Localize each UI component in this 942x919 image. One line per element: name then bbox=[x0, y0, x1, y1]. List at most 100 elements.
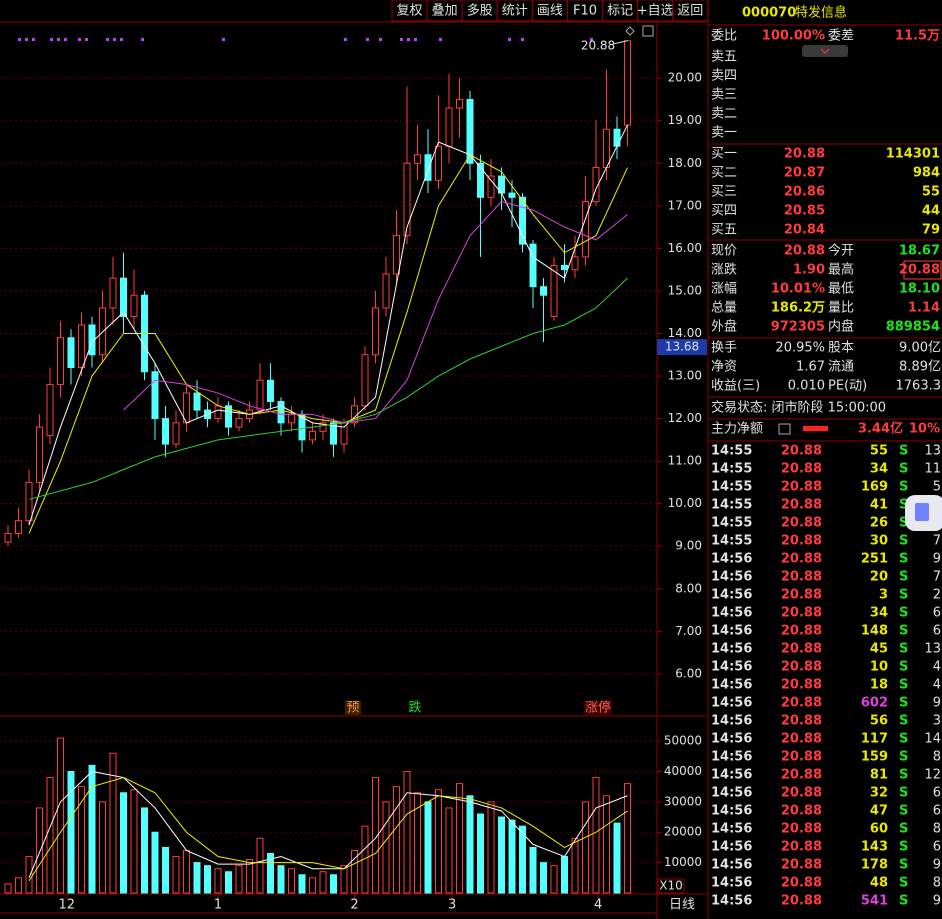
sell-label: 卖四 bbox=[711, 69, 737, 84]
tick-price: 20.88 bbox=[781, 804, 822, 819]
tick-side: S bbox=[899, 768, 908, 783]
tick-time: 14:56 bbox=[711, 606, 752, 621]
volume-bar bbox=[571, 837, 579, 894]
volume-bar bbox=[235, 865, 243, 894]
y-tick-label: 14.00 bbox=[668, 326, 702, 340]
tick-side: S bbox=[899, 858, 908, 873]
y-tick-label: 19.00 bbox=[668, 113, 702, 127]
candle-body bbox=[382, 273, 390, 309]
tick-side: S bbox=[899, 624, 908, 639]
volume-bar bbox=[25, 856, 33, 894]
volume-bar bbox=[256, 837, 264, 894]
tick-side: S bbox=[899, 462, 908, 477]
candle-body bbox=[277, 401, 285, 424]
x-tick-label: 4 bbox=[594, 898, 602, 913]
tick-side: S bbox=[899, 498, 908, 513]
candle-body bbox=[550, 264, 558, 317]
candle-body bbox=[309, 430, 316, 441]
volume-bar bbox=[193, 862, 201, 894]
tick-price: 20.88 bbox=[781, 534, 822, 549]
tick-count: 5 bbox=[933, 480, 941, 495]
volume-bar bbox=[57, 737, 64, 894]
signal-box bbox=[584, 701, 612, 715]
candle-body bbox=[477, 162, 484, 198]
tick-price: 20.88 bbox=[781, 570, 822, 585]
volume-bar bbox=[204, 865, 211, 894]
candle-body bbox=[340, 422, 348, 445]
tick-time: 14:55 bbox=[711, 444, 752, 459]
candle-body bbox=[519, 196, 526, 245]
icon[interactable] bbox=[778, 423, 791, 435]
tick-price: 20.88 bbox=[781, 516, 822, 531]
toolbar-label: F10 bbox=[573, 4, 597, 19]
volume-bar bbox=[445, 807, 453, 894]
tick-volume: 169 bbox=[861, 480, 888, 495]
tick-price: 20.88 bbox=[781, 858, 822, 873]
buy-price: 20.85 bbox=[784, 204, 825, 219]
tick-volume: 602 bbox=[861, 696, 888, 711]
tick-side: S bbox=[899, 606, 908, 621]
candle-body bbox=[582, 201, 589, 258]
tick-count: 9 bbox=[933, 858, 941, 873]
candle-body bbox=[529, 243, 537, 288]
candle-body bbox=[424, 154, 432, 181]
volume-bar bbox=[414, 792, 421, 894]
y-tick-label: 6.00 bbox=[675, 666, 702, 680]
net-bar bbox=[803, 426, 828, 431]
tick-count: 4 bbox=[933, 678, 941, 693]
volume-bar bbox=[540, 862, 547, 894]
candle-body bbox=[267, 379, 274, 403]
toolbar: 复权 叠加 多股 统计 画线 F10 标记 +自选 返回 bbox=[391, 0, 709, 22]
buy-price: 20.86 bbox=[784, 185, 825, 200]
volume-bar bbox=[456, 783, 463, 894]
candle-body bbox=[466, 98, 474, 164]
candle-body bbox=[15, 520, 22, 534]
y-tick-label: 15.00 bbox=[668, 283, 702, 297]
candle-body bbox=[4, 532, 12, 543]
stat-value: 10.01% bbox=[771, 282, 825, 297]
candle-body bbox=[540, 286, 547, 296]
candle-body bbox=[435, 145, 442, 181]
tick-side: S bbox=[899, 660, 908, 675]
volume-bar bbox=[477, 813, 484, 894]
tick-side: S bbox=[899, 840, 908, 855]
tick-price: 20.88 bbox=[781, 696, 822, 711]
candle-body bbox=[193, 392, 201, 411]
tick-count: 7 bbox=[933, 534, 941, 549]
tick-count: 11 bbox=[924, 462, 941, 477]
label: 主力净额 bbox=[711, 422, 763, 437]
stock-name: 特发信息 bbox=[795, 5, 847, 21]
fund-label: 股本 bbox=[828, 341, 854, 356]
multiplier-box bbox=[657, 878, 685, 894]
tick-volume: 20 bbox=[870, 570, 888, 585]
volume-bar bbox=[130, 789, 138, 894]
stat-label: 外盘 bbox=[711, 319, 737, 335]
volume-bar bbox=[529, 846, 537, 894]
tick-volume: 251 bbox=[861, 552, 888, 567]
value: 10% bbox=[909, 422, 940, 437]
collapse-button[interactable] bbox=[802, 45, 848, 57]
stat-label: 量比 bbox=[828, 301, 854, 316]
tick-time: 14:56 bbox=[711, 750, 752, 765]
tick-price: 20.88 bbox=[781, 660, 822, 675]
tick-price: 20.88 bbox=[781, 840, 822, 855]
tick-time: 14:56 bbox=[711, 678, 752, 693]
volume-bar bbox=[435, 789, 442, 894]
tick-time: 14:55 bbox=[711, 480, 752, 495]
tick-count: 8 bbox=[933, 750, 941, 765]
tick-volume: 143 bbox=[861, 840, 888, 855]
volume-bar bbox=[382, 801, 390, 894]
toolbar-label: 画线 bbox=[537, 4, 563, 19]
volume-bar bbox=[246, 859, 253, 894]
candle-body bbox=[120, 277, 127, 317]
volume-bar bbox=[162, 846, 169, 894]
tick-side: S bbox=[899, 678, 908, 693]
volume-bar bbox=[172, 856, 180, 894]
toolbar-button[interactable] bbox=[672, 0, 709, 22]
tick-count: 6 bbox=[933, 606, 941, 621]
tick-time: 14:56 bbox=[711, 552, 752, 567]
candle-body bbox=[172, 422, 180, 445]
period[interactable]: 日线 bbox=[669, 898, 695, 913]
